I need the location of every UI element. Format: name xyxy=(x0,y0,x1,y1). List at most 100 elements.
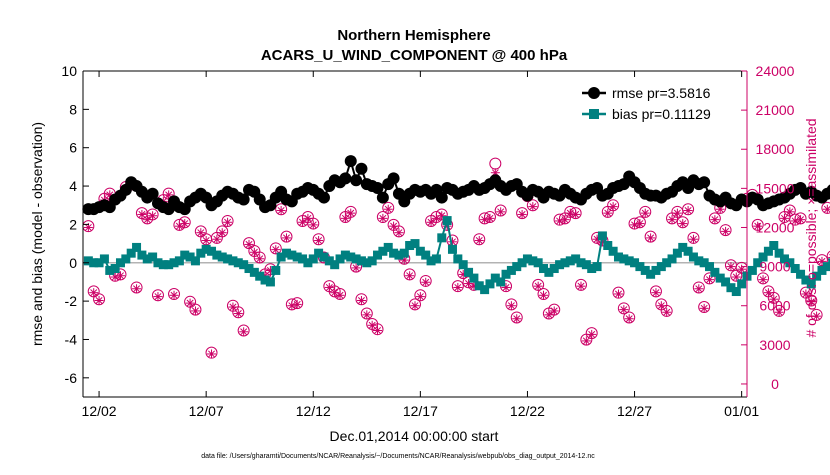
x-tick-label: 12/17 xyxy=(403,403,438,419)
bias-point xyxy=(593,262,602,271)
rmse-point xyxy=(318,192,330,204)
obs-assimilated-point xyxy=(95,296,104,305)
y-left-tick-label: 2 xyxy=(69,216,77,232)
obs-assimilated-point xyxy=(346,209,355,218)
obs-assimilated-point xyxy=(303,214,312,223)
legend-rmse-label: rmse pr=3.5816 xyxy=(612,85,711,101)
rmse-point xyxy=(355,163,367,175)
obs-assimilated-point xyxy=(218,228,227,237)
obs-assimilated-point xyxy=(373,326,382,335)
bias-point xyxy=(432,254,441,263)
obs-assimilated-point xyxy=(196,228,205,237)
obs-assimilated-point xyxy=(186,299,195,308)
x-tick-label: 12/22 xyxy=(510,403,545,419)
obs-assimilated-point xyxy=(378,214,387,223)
obs-assimilated-point xyxy=(759,275,768,284)
obs-assimilated-point xyxy=(528,202,537,211)
bias-point xyxy=(496,277,505,286)
obs-assimilated-point xyxy=(228,303,237,312)
obs-assimilated-point xyxy=(298,218,307,227)
y-axis-label-right: # of obs: o=possible; ×=assimilated xyxy=(803,118,819,337)
y-right-tick-label: 6000 xyxy=(759,298,790,314)
y-left-tick-label: -2 xyxy=(65,293,78,309)
obs-assimilated-point xyxy=(496,207,505,216)
y-left-tick-label: 6 xyxy=(69,140,77,156)
obs-assimilated-point xyxy=(694,284,703,293)
obs-assimilated-point xyxy=(453,283,462,292)
obs-assimilated-point xyxy=(239,327,248,336)
bias-point xyxy=(411,239,420,248)
obs-assimilated-point xyxy=(336,291,345,300)
obs-assimilated-point xyxy=(277,206,286,215)
bias-point xyxy=(769,241,778,250)
rmse-point xyxy=(350,174,362,186)
bias-point xyxy=(732,287,741,296)
y-right-tick-label: 15000 xyxy=(756,180,795,196)
obs-assimilated-point xyxy=(148,211,157,220)
bias-point xyxy=(598,231,607,240)
obs-assimilated-point xyxy=(416,292,425,301)
obs-assimilated-point xyxy=(143,215,152,224)
obs-assimilated-point xyxy=(202,236,211,245)
obs-assimilated-point xyxy=(309,220,318,229)
legend-bias-marker xyxy=(589,109,599,119)
x-axis-label: Dec.01,2014 00:00:00 start xyxy=(330,428,499,444)
y-right-tick-label: 3000 xyxy=(759,337,790,353)
rmse-point xyxy=(377,192,389,204)
legend: rmse pr=3.5816 bias pr=0.11129 xyxy=(578,80,738,130)
bias-point xyxy=(266,277,275,286)
y-left-tick-label: 0 xyxy=(69,255,77,271)
bias-point xyxy=(748,266,757,275)
obs-assimilated-point xyxy=(507,301,516,310)
obs-assimilated-point xyxy=(485,214,494,223)
obs-assimilated-point xyxy=(250,248,259,257)
obs-assimilated-point xyxy=(132,284,141,293)
obs-assimilated-point xyxy=(314,236,323,245)
bias-point xyxy=(400,249,409,258)
bias-point xyxy=(191,256,200,265)
obs-assimilated-point xyxy=(207,349,216,358)
obs-assimilated-point xyxy=(212,235,221,244)
obs-assimilated-point xyxy=(544,310,553,319)
obs-assimilated-point xyxy=(180,219,189,228)
obs-assimilated-point xyxy=(384,205,393,214)
obs-assimilated-point xyxy=(282,233,291,242)
obs-assimilated-point xyxy=(560,215,569,224)
x-tick-label: 12/27 xyxy=(617,403,652,419)
obs-assimilated-point xyxy=(710,215,719,224)
legend-bias-label: bias pr=0.11129 xyxy=(612,106,711,122)
y-right-tick-label: 18000 xyxy=(756,141,795,157)
obs-assimilated-point xyxy=(421,278,430,287)
bias-point xyxy=(437,233,446,242)
y-right-tick-label: 24000 xyxy=(756,63,795,79)
obs-assimilated-point xyxy=(223,218,232,227)
rmse-point xyxy=(339,172,351,184)
obs-assimilated-point xyxy=(293,300,302,309)
footer-data-file: data file: /Users/gharamti/Documents/NCA… xyxy=(201,453,595,460)
y-left-tick-label: -4 xyxy=(65,331,78,347)
obs-assimilated-point xyxy=(170,291,179,300)
x-tick-label: 12/07 xyxy=(189,403,224,419)
obs-assimilated-point xyxy=(245,240,254,249)
bias-point xyxy=(459,260,468,269)
y-axis-label-left: rmse and bias (model - observation) xyxy=(29,122,45,346)
chart-title-line2: ACARS_U_WIND_COMPONENT @ 400 hPa xyxy=(261,47,568,64)
obs-assimilated-point xyxy=(625,314,634,323)
obs-assimilated-point xyxy=(153,292,162,301)
obs-assimilated-point xyxy=(405,271,414,280)
bias-point xyxy=(737,279,746,288)
obs-assimilated-point xyxy=(234,309,243,318)
bias-point xyxy=(132,243,141,252)
x-tick-label: 12/12 xyxy=(296,403,331,419)
obs-assimilated-point xyxy=(389,222,398,231)
obs-assimilated-point xyxy=(362,310,371,319)
legend-rmse-marker xyxy=(588,87,600,99)
rmse-point xyxy=(345,155,357,167)
y-left-tick-label: 10 xyxy=(61,63,77,79)
obs-assimilated-point xyxy=(191,306,200,315)
y-left-tick-label: 4 xyxy=(69,178,77,194)
x-tick-label: 01/01 xyxy=(724,403,759,419)
rmse-point xyxy=(388,172,400,184)
